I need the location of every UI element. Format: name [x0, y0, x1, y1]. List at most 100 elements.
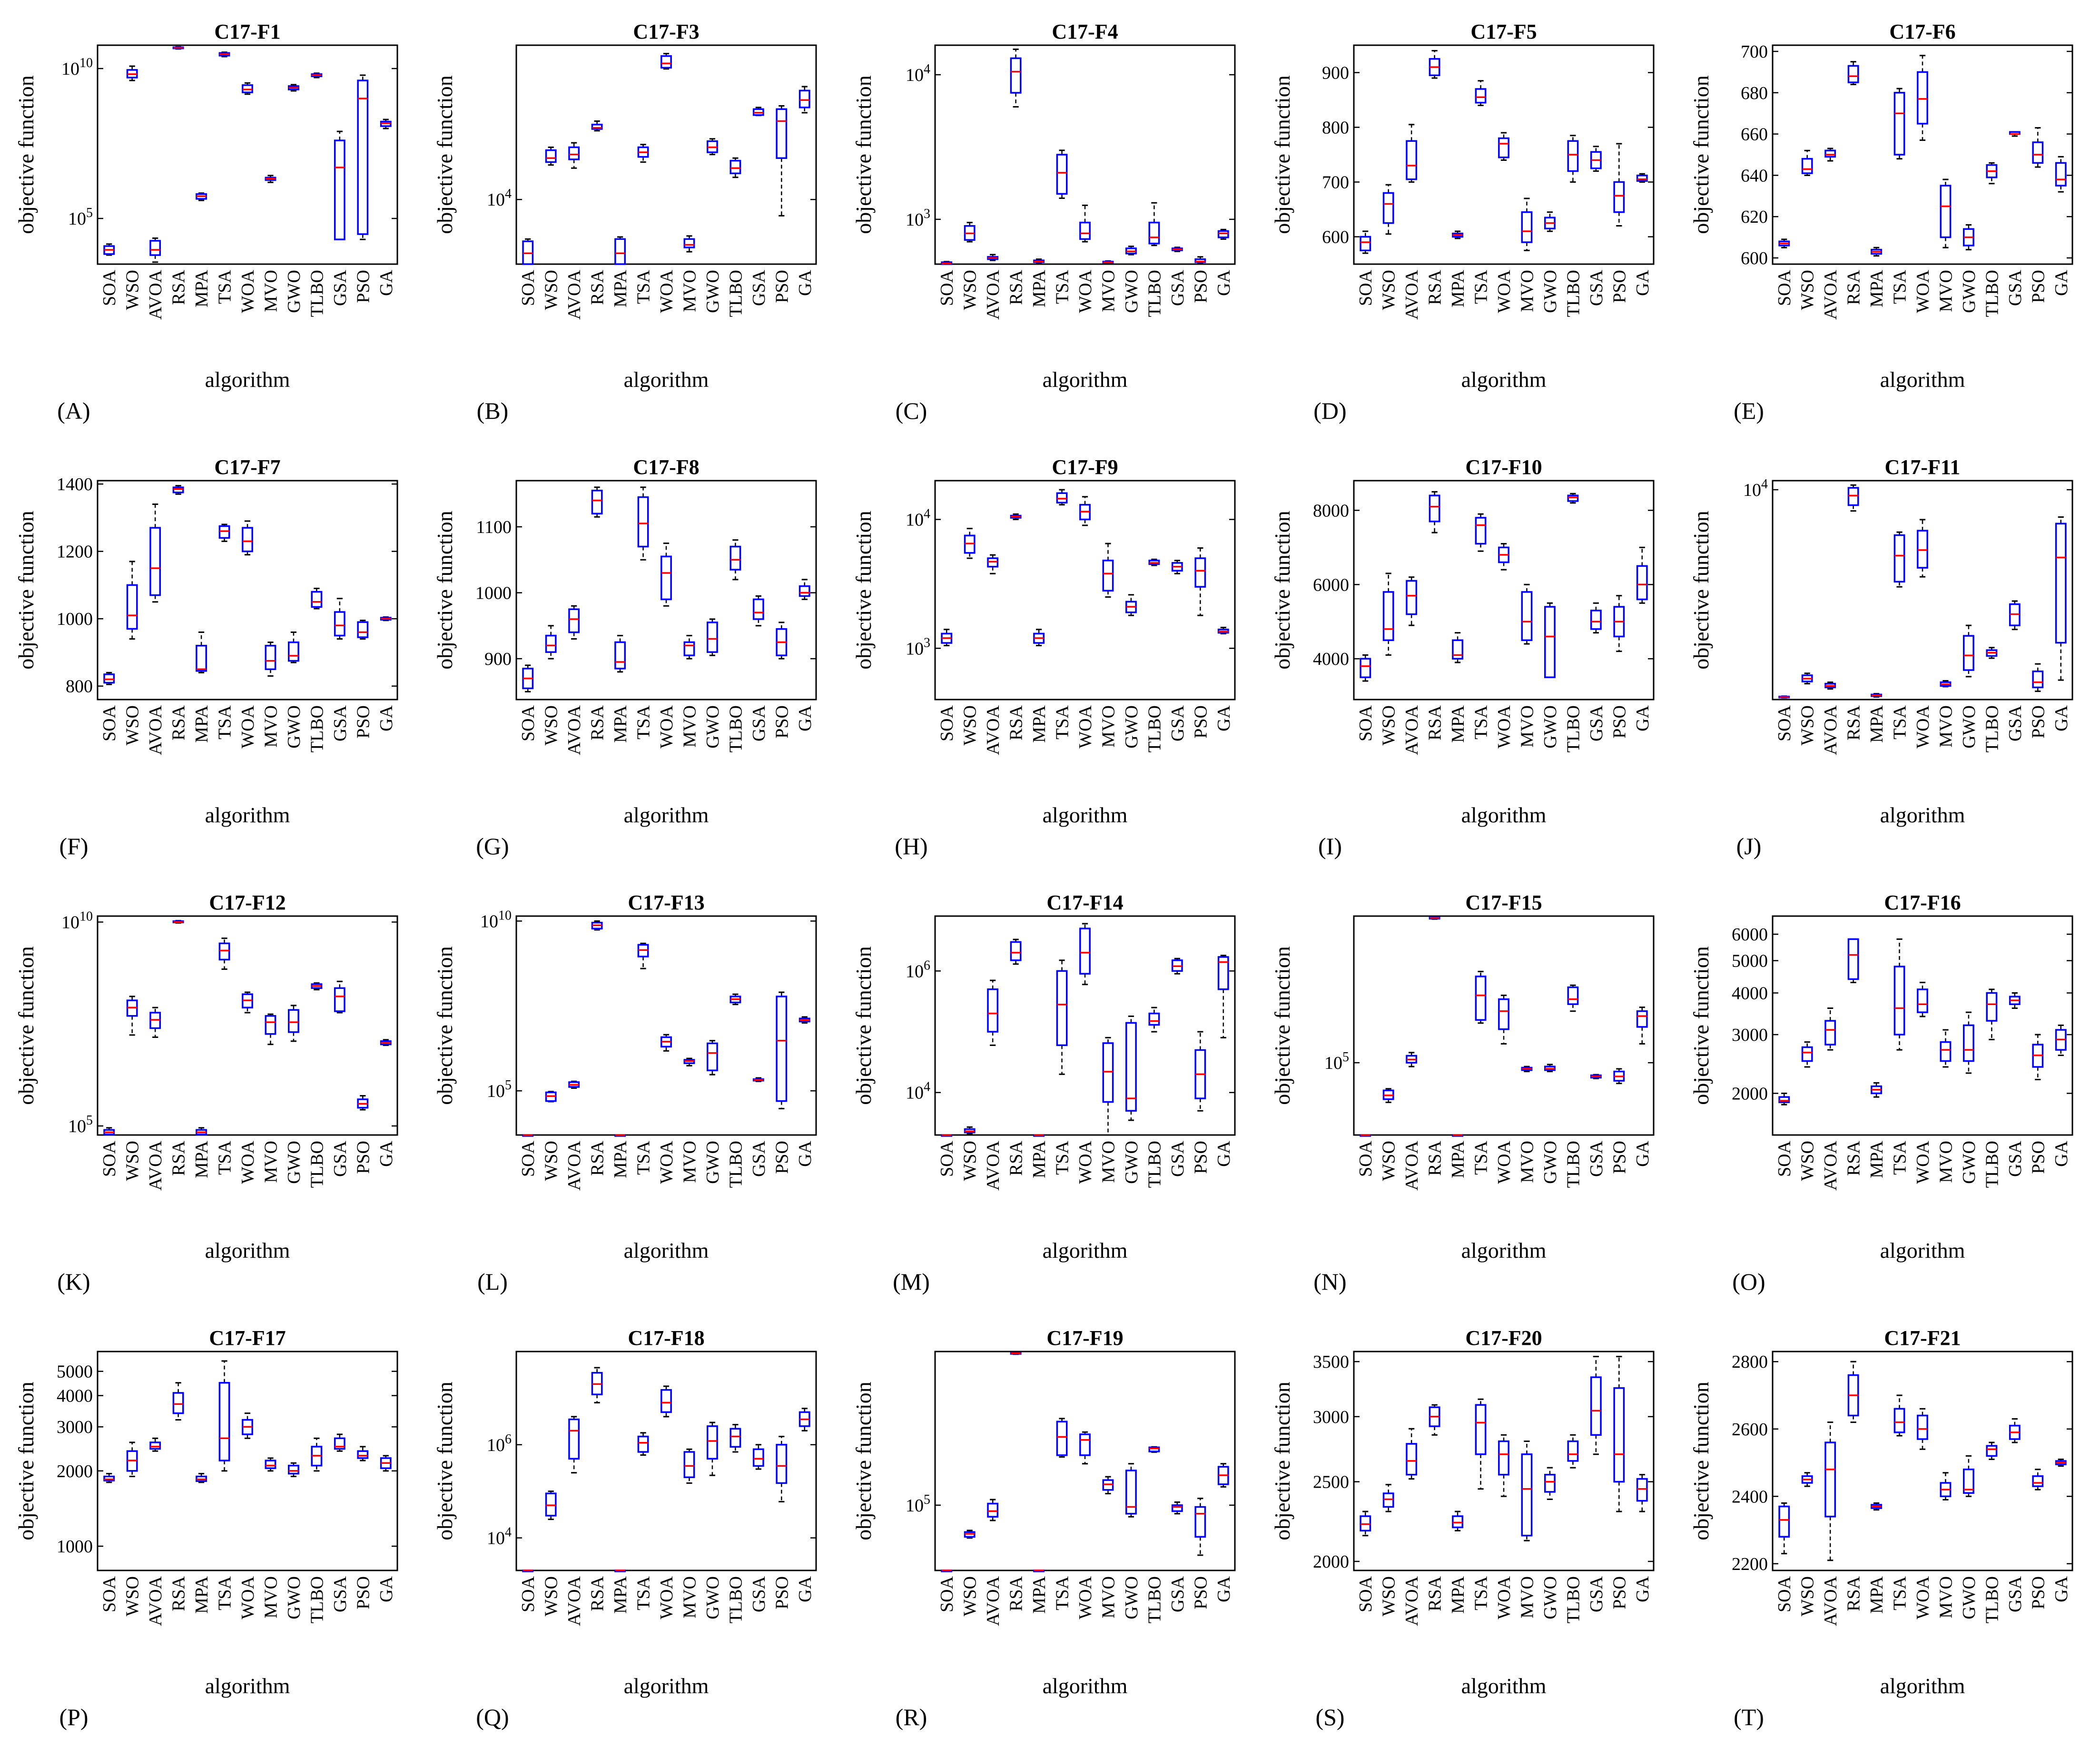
box-tsa — [1475, 970, 1487, 1024]
box-avoa — [149, 1437, 161, 1452]
panel-f14: C17-F14 104 106 objective function SOA WSO AVO… — [851, 891, 1236, 1295]
box-tsa — [1056, 149, 1068, 199]
x-tick-label: SOA — [518, 705, 538, 741]
x-tick-label: GA — [795, 1576, 815, 1602]
box-woa — [1917, 981, 1928, 1017]
box-woa — [661, 1385, 672, 1418]
x-tick-label: MVO — [1936, 270, 1956, 312]
panel-title: C17-F3 — [633, 20, 699, 43]
x-tick-label: SOA — [99, 269, 119, 306]
box-mvo — [1521, 583, 1533, 645]
box-rsa — [172, 46, 184, 50]
box-gwo — [287, 1462, 299, 1478]
box-pso — [1613, 143, 1625, 227]
y-tick-label: 6000 — [1732, 925, 1768, 945]
x-tick-label: SOA — [937, 705, 957, 741]
iqr-box — [265, 645, 276, 671]
y-tick-label: 104 — [1743, 477, 1768, 500]
x-tick-label: GA — [795, 269, 815, 296]
iqr-box — [103, 1475, 115, 1481]
x-tick-label: TSA — [1890, 705, 1910, 739]
plot-frame — [97, 915, 398, 1136]
box-rsa — [1429, 1404, 1440, 1436]
box-pso — [357, 1095, 369, 1111]
iqr-box — [242, 527, 253, 553]
y-tick-label: 1000 — [57, 609, 93, 629]
box-mpa — [1452, 230, 1464, 239]
x-tick-label: TSA — [1471, 269, 1491, 304]
box-mpa — [614, 1134, 626, 1137]
x-tick-label: SOA — [1775, 1576, 1794, 1612]
iqr-box — [1429, 494, 1440, 523]
x-axis-label: algorithm — [205, 1674, 290, 1698]
x-tick-label: PSO — [1191, 1141, 1211, 1174]
iqr-box — [1382, 591, 1394, 642]
iqr-box — [683, 238, 695, 248]
y-axis-label: objective function — [1270, 1382, 1294, 1540]
x-tick-label: TLBO — [1144, 1141, 1164, 1188]
iqr-box — [218, 525, 230, 539]
x-tick-label: MPA — [1029, 269, 1049, 307]
x-tick-label: GSA — [1587, 1140, 1607, 1177]
box-pso — [357, 620, 369, 640]
y-tick-label: 106 — [906, 958, 930, 981]
x-axis-label: algorithm — [1880, 367, 1965, 392]
box-wso — [545, 625, 557, 660]
x-tick-label: AVOA — [564, 705, 584, 755]
box-mpa — [196, 192, 207, 201]
x-tick-label: PSO — [353, 1576, 373, 1609]
box-ga — [799, 1408, 810, 1431]
x-tick-label: TLBO — [1144, 705, 1164, 752]
iqr-box — [1498, 998, 1509, 1030]
x-tick-label: MPA — [611, 705, 631, 742]
box-rsa — [1429, 916, 1440, 920]
iqr-box — [1778, 1505, 1790, 1538]
box-ga — [2055, 1024, 2067, 1056]
box-pso — [2032, 1469, 2044, 1490]
iqr-box — [218, 1382, 230, 1461]
iqr-box — [265, 1015, 276, 1035]
panel-title: C17-F6 — [1889, 20, 1955, 43]
x-tick-label: AVOA — [1402, 1576, 1422, 1626]
x-tick-label: AVOA — [564, 1140, 584, 1190]
x-tick-label: MVO — [680, 270, 700, 312]
x-axis-label: algorithm — [1043, 1238, 1128, 1263]
panel-title: C17-F8 — [633, 455, 699, 479]
x-tick-label: GSA — [1168, 705, 1188, 741]
plot-frame — [515, 915, 817, 1136]
panel-label: (J) — [1736, 833, 1762, 859]
x-tick-label: RSA — [1006, 1140, 1026, 1175]
y-tick-label: 640 — [1741, 166, 1768, 186]
box-mvo — [1102, 1036, 1114, 1136]
plot-frame — [1772, 915, 2073, 1136]
iqr-box — [1406, 580, 1418, 615]
x-tick-label: MVO — [680, 1576, 700, 1619]
box-gwo — [1962, 1455, 1974, 1497]
box-rsa — [172, 1382, 184, 1421]
iqr-box — [1940, 1041, 1952, 1062]
box-soa — [1778, 238, 1790, 248]
panel-f9: C17-F9 103 104 objective function SOA WSO AVOA… — [851, 455, 1236, 859]
box-rsa — [1010, 49, 1022, 108]
x-axis-label: algorithm — [1880, 1674, 1965, 1698]
box-mvo — [1940, 178, 1952, 248]
y-tick-label: 1010 — [480, 908, 512, 931]
plot-frame — [1353, 1351, 1655, 1571]
iqr-box — [1498, 1440, 1509, 1476]
box-tlbo — [730, 1424, 741, 1453]
x-tick-label: WOA — [1075, 269, 1095, 313]
box-soa — [103, 1473, 115, 1483]
x-tick-label: TLBO — [1563, 705, 1583, 752]
x-tick-label: MVO — [680, 705, 700, 748]
box-wso — [545, 1091, 557, 1103]
box-mvo — [1940, 1472, 1952, 1500]
x-tick-label: TSA — [1053, 1576, 1073, 1610]
y-tick-label: 5000 — [1732, 951, 1768, 971]
box-tlbo — [1986, 162, 1998, 185]
panel-f10: C17-F10 4000 6000 8000 objective function SOA… — [1270, 455, 1655, 859]
iqr-box — [706, 622, 718, 653]
iqr-box — [1847, 487, 1859, 506]
box-tsa — [1056, 489, 1068, 506]
x-tick-label: TSA — [1471, 1576, 1491, 1610]
box-rsa — [1847, 938, 1859, 983]
